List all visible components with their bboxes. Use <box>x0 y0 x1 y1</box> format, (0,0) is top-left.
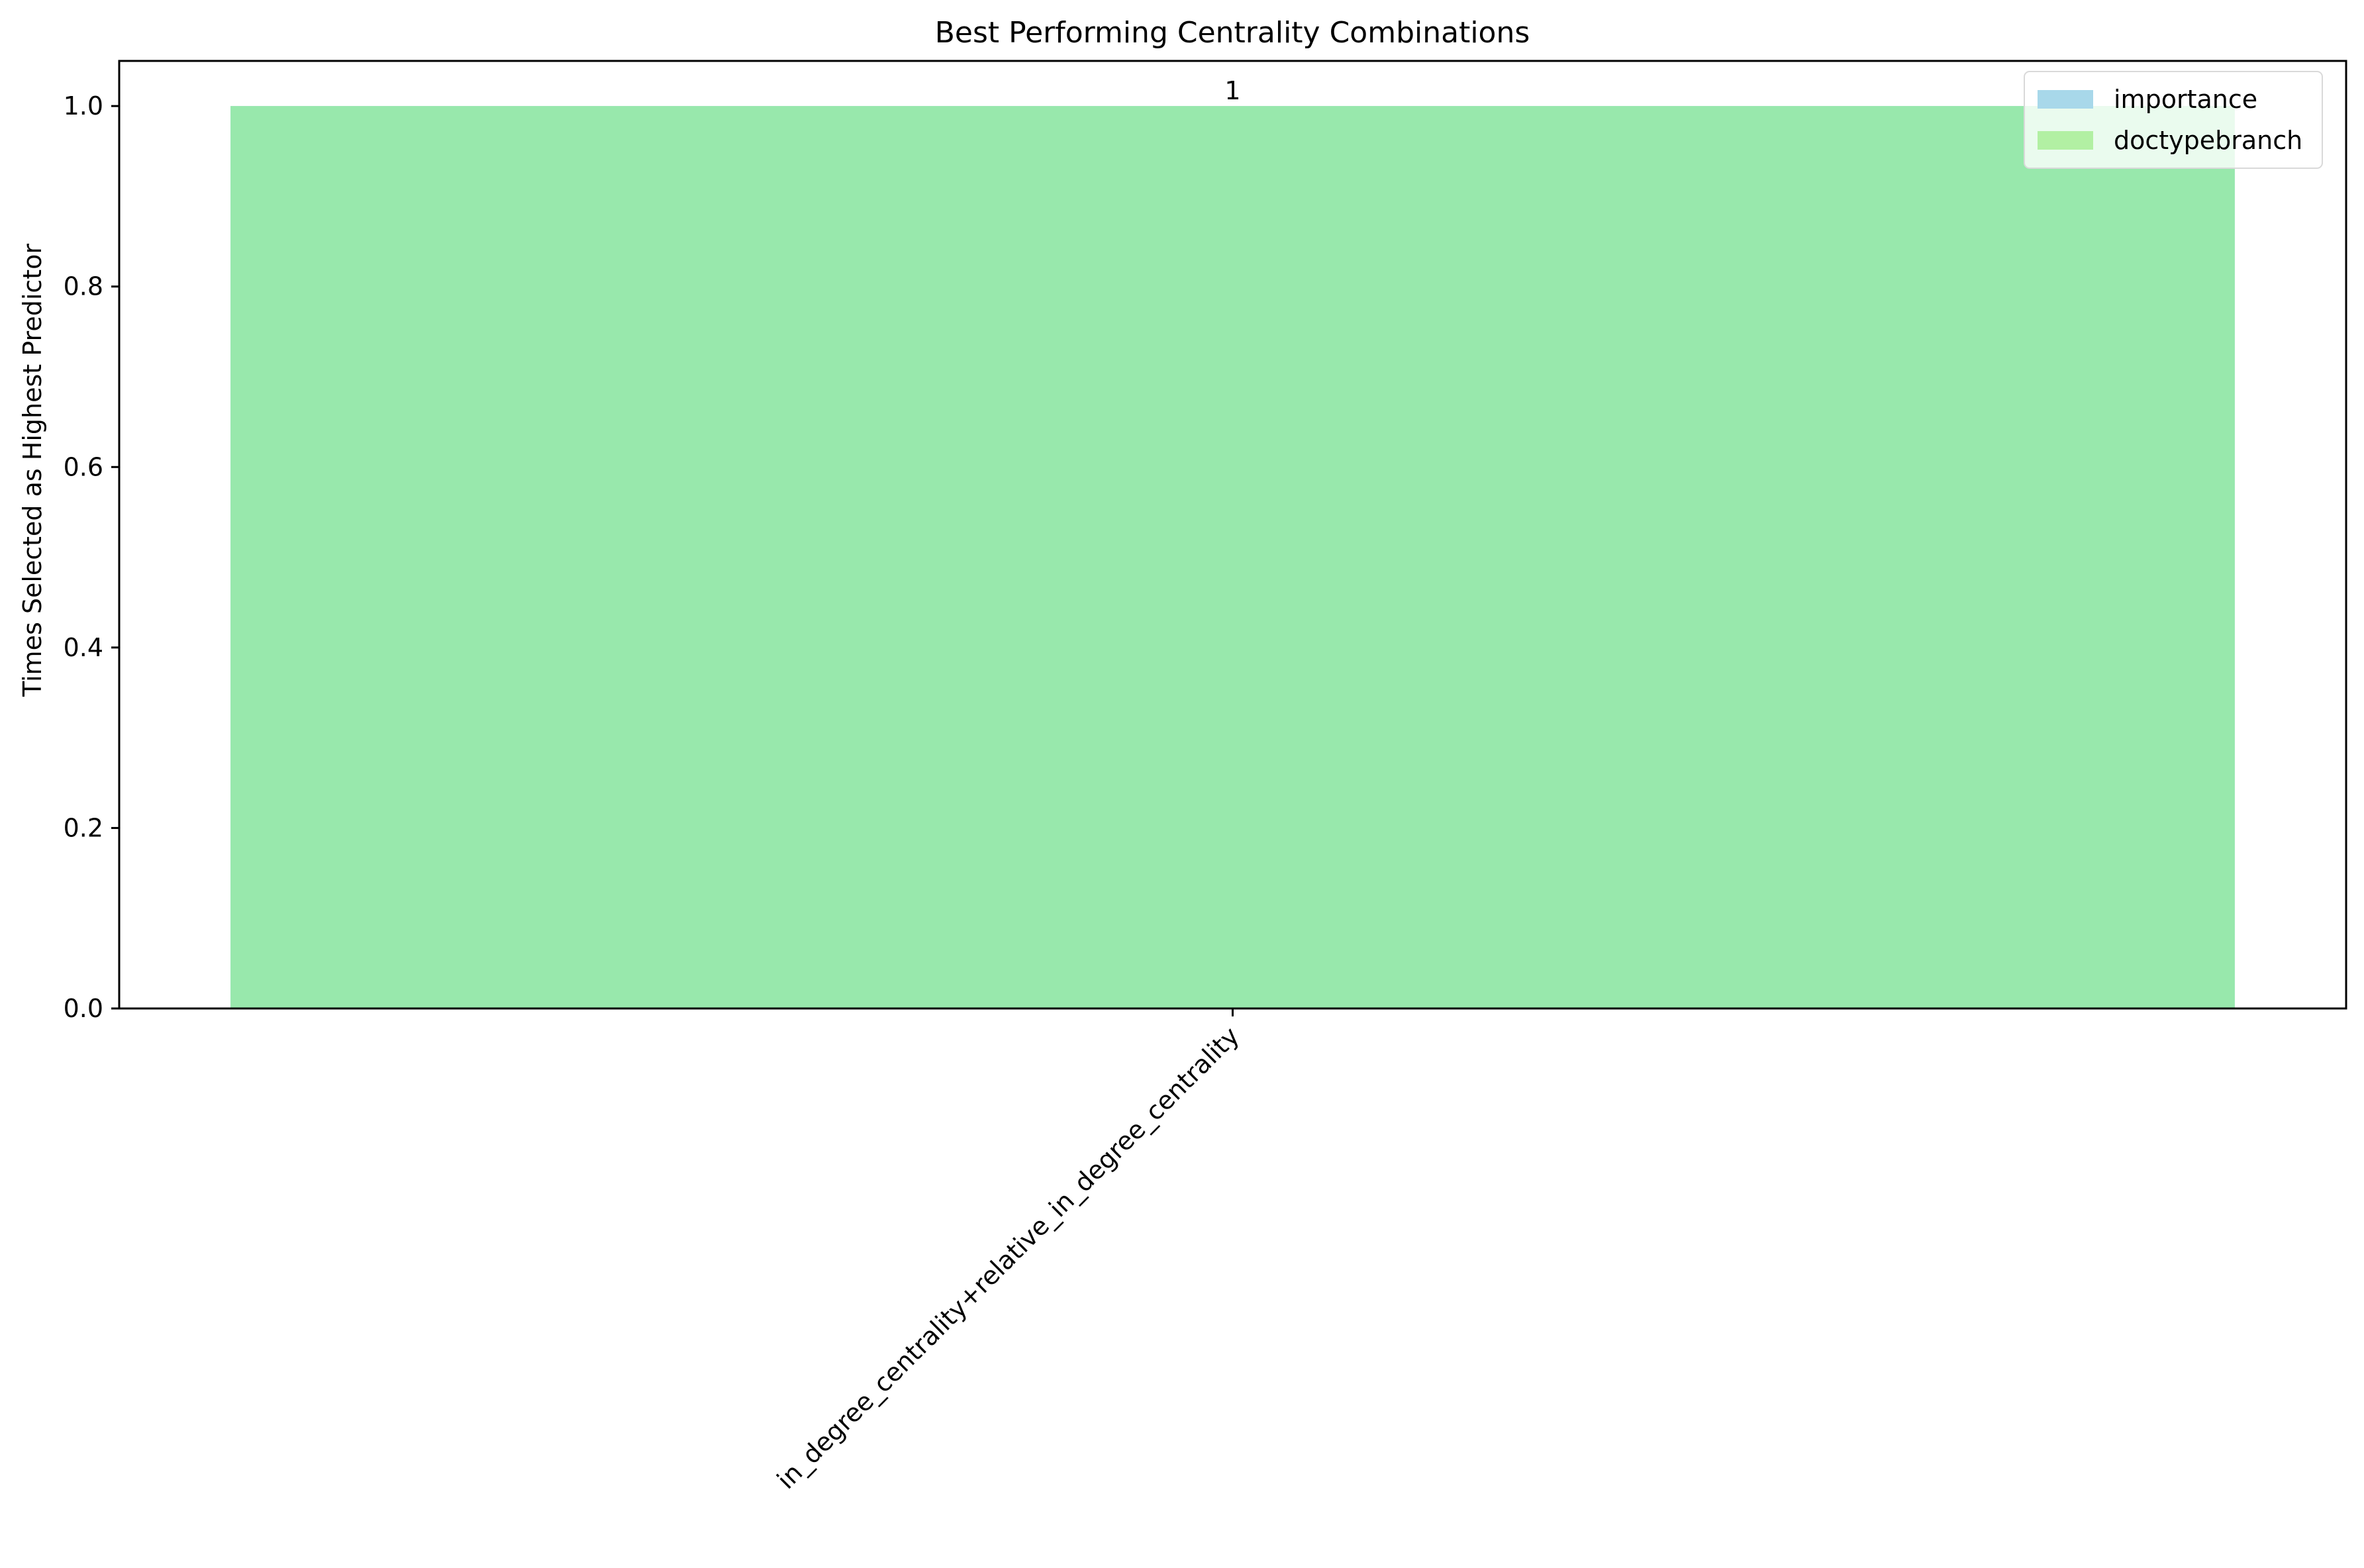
legend-label-importance: importance <box>2114 85 2257 114</box>
y-tick-label: 0.6 <box>64 452 103 481</box>
chart-title: Best Performing Centrality Combinations <box>935 16 1530 50</box>
legend-swatch-doctypebranch <box>2038 131 2093 150</box>
legend-box <box>2024 71 2323 169</box>
legend-swatch-importance <box>2038 90 2093 109</box>
legend: importance doctypebranch <box>2024 71 2323 169</box>
y-tick-label: 1.0 <box>64 91 103 121</box>
legend-label-doctypebranch: doctypebranch <box>2114 126 2302 155</box>
y-tick-label: 0.0 <box>64 994 103 1023</box>
y-tick-label: 0.2 <box>64 813 103 842</box>
y-tick-label: 0.8 <box>64 272 103 301</box>
y-tick-label: 0.4 <box>64 633 103 662</box>
y-axis-label: Times Selected as Highest Predictor <box>18 244 47 697</box>
bar-value-label: 1 <box>1224 76 1240 105</box>
bar-doctypebranch-0 <box>230 106 2235 1009</box>
